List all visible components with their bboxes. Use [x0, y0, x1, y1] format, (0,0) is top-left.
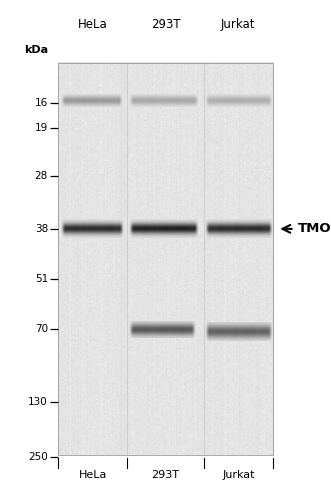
Text: 70: 70 — [35, 324, 48, 334]
Text: 19: 19 — [35, 123, 48, 133]
Text: HeLa: HeLa — [78, 470, 107, 480]
Text: 293T: 293T — [151, 18, 180, 31]
Text: Jurkat: Jurkat — [221, 18, 256, 31]
Text: 250: 250 — [28, 452, 48, 462]
Text: TMOD3: TMOD3 — [298, 222, 331, 235]
Text: 51: 51 — [35, 274, 48, 284]
Text: Jurkat: Jurkat — [222, 470, 255, 480]
Text: kDa: kDa — [24, 45, 48, 55]
Text: HeLa: HeLa — [78, 18, 108, 31]
Text: 16: 16 — [35, 98, 48, 108]
Text: 130: 130 — [28, 397, 48, 407]
Bar — [58, 63, 273, 455]
Text: 28: 28 — [35, 171, 48, 181]
Text: 38: 38 — [35, 224, 48, 234]
Text: 293T: 293T — [152, 470, 179, 480]
